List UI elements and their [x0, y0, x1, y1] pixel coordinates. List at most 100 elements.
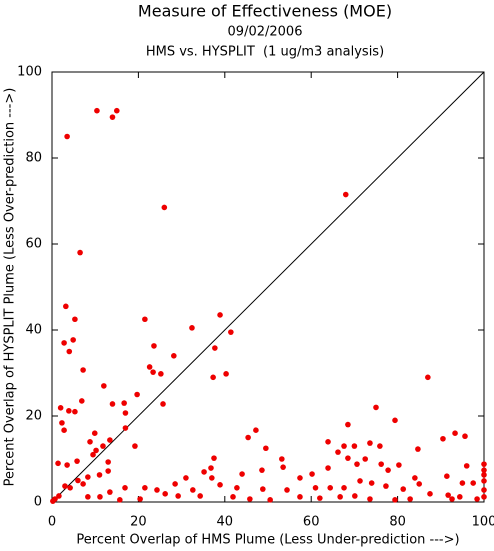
scatter-point: [122, 410, 129, 416]
scatter-point: [64, 462, 70, 468]
scatter-point: [91, 430, 98, 437]
y-tick-label: 100: [17, 65, 42, 80]
scatter-point: [377, 443, 383, 449]
scatter-point: [378, 461, 384, 467]
scatter-point: [77, 249, 83, 256]
scatter-point: [61, 427, 67, 433]
scatter-point: [457, 494, 463, 500]
y-axis-label: Percent Overlap of HYSPLIT Plume (Less O…: [3, 88, 18, 487]
chart-subtitle: 09/02/2006: [228, 25, 303, 40]
scatter-point: [50, 498, 56, 504]
scatter-point: [481, 494, 487, 500]
scatter-point: [107, 489, 113, 495]
scatter-point: [449, 496, 455, 502]
scatter-point: [367, 496, 373, 502]
scatter-point: [368, 480, 375, 486]
scatter-point: [341, 443, 347, 449]
scatter-point: [85, 494, 91, 500]
scatter-point: [352, 493, 358, 499]
scatter-point: [427, 491, 433, 497]
scatter-point: [279, 456, 285, 462]
scatter-point: [80, 481, 86, 487]
scatter-point: [357, 478, 363, 484]
scatter-point: [239, 471, 245, 477]
scatter-point: [245, 434, 251, 441]
scatter-point: [383, 483, 389, 489]
scatter-point: [444, 473, 450, 480]
scatter-point: [452, 430, 458, 437]
scatter-point: [267, 497, 273, 503]
scatter-point: [407, 496, 413, 502]
scatter-point: [212, 345, 218, 351]
scatter-point: [55, 460, 61, 467]
scatter-point: [121, 400, 127, 406]
scatter-point: [175, 493, 181, 499]
scatter-point: [425, 374, 431, 381]
y-tick-label: 80: [25, 151, 42, 166]
scatter-point: [94, 107, 100, 114]
scatter-point: [208, 465, 214, 471]
scatter-point: [150, 369, 156, 375]
y-tick-label: 40: [25, 323, 42, 338]
scatter-point: [445, 492, 451, 498]
scatter-point: [373, 404, 379, 411]
scatter-point: [416, 481, 423, 487]
scatter-point: [217, 312, 223, 318]
scatter-point: [297, 494, 303, 500]
scatter-point: [66, 348, 73, 355]
scatter-point: [114, 107, 120, 114]
scatter-point: [66, 408, 72, 414]
scatter-point: [101, 383, 107, 389]
scatter-point: [142, 485, 148, 491]
scatter-point: [392, 417, 398, 424]
scatter-point: [122, 485, 128, 491]
scatter-point: [247, 496, 253, 502]
scatter-point: [362, 456, 369, 462]
scatter-point: [57, 405, 64, 411]
scatter-point: [90, 451, 96, 458]
scatter-point: [63, 303, 69, 310]
scatter-point: [335, 449, 341, 455]
scatter-point: [211, 455, 217, 461]
scatter-point: [100, 443, 106, 449]
scatter-point: [462, 433, 468, 440]
scatter-point: [172, 481, 178, 487]
scatter-point: [107, 437, 113, 443]
scatter-point: [109, 114, 116, 120]
x-tick-label: 20: [130, 515, 147, 530]
scatter-point: [75, 477, 81, 484]
x-tick-label: 0: [48, 515, 56, 530]
scatter-point: [459, 480, 466, 486]
scatter-point: [385, 467, 391, 473]
scatter-point: [481, 487, 487, 493]
scatter-point: [201, 469, 207, 475]
scatter-point: [154, 487, 160, 493]
scatter-point: [280, 464, 286, 470]
scatter-point: [62, 483, 68, 489]
scatter-point: [132, 443, 138, 449]
y-tick-label: 60: [25, 237, 42, 252]
chart-subtitle: HMS vs. HYSPLIT (1 ug/m3 analysis): [146, 45, 384, 60]
scatter-point: [284, 487, 290, 493]
scatter-point: [59, 420, 65, 426]
scatter-point: [64, 133, 70, 140]
scatter-point: [392, 497, 398, 503]
scatter-point: [481, 478, 487, 484]
scatter-point: [325, 439, 331, 445]
scatter-point: [263, 445, 269, 452]
x-tick-label: 60: [303, 515, 320, 530]
scatter-point: [312, 485, 319, 491]
scatter-point: [400, 486, 407, 492]
scatter-point: [481, 461, 487, 467]
scatter-point: [234, 485, 240, 491]
scatter-point: [72, 408, 78, 415]
scatter-point: [190, 487, 196, 493]
chart-title: Measure of Effectiveness (MOE): [138, 2, 392, 21]
scatter-point: [85, 474, 91, 480]
y-tick-label: 20: [25, 409, 42, 424]
scatter-point: [463, 463, 470, 469]
scatter-point: [260, 486, 266, 492]
scatter-point: [197, 493, 203, 499]
scatter-point: [342, 191, 349, 198]
